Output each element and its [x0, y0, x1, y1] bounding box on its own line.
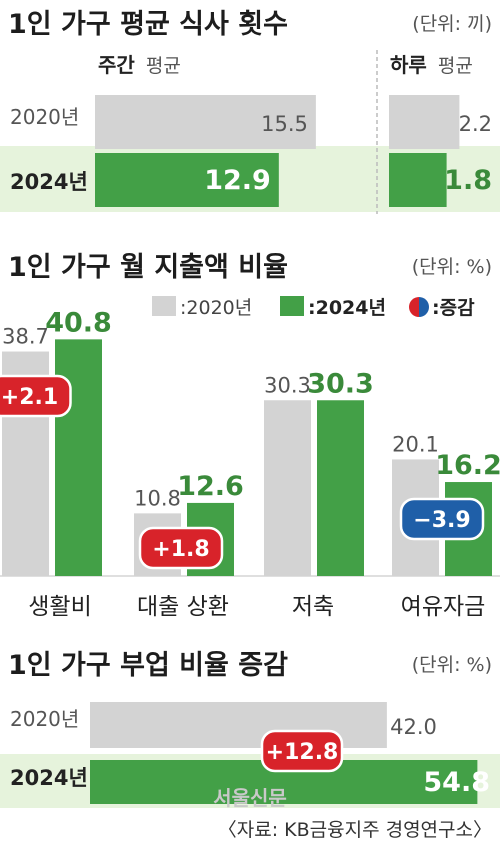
meal-year-2024: 2024년 — [10, 170, 88, 194]
spend-chart-unit: (단위: %) — [412, 256, 492, 278]
spend-category-0: 생활비 — [28, 594, 91, 620]
spend-category-3: 여유자금 — [401, 594, 486, 620]
meal-weekly-header-light: 평균 — [146, 55, 181, 77]
watermark: 서울신문 — [213, 786, 287, 810]
meal-weekly-value-2024: 12.9 — [204, 165, 271, 196]
meal-year-2020: 2020년 — [10, 105, 79, 129]
legend-change-icon — [409, 297, 429, 317]
meal-chart-unit: (단위: 끼) — [412, 13, 492, 35]
legend-swatch-2024 — [280, 296, 304, 316]
spend-category-1: 대출 상환 — [137, 594, 229, 620]
spend-bars — [2, 339, 492, 576]
sidejob-year-2024: 2024년 — [10, 766, 88, 790]
meal-daily-header: 하루 평균 — [390, 53, 473, 77]
legend-label-2024: :2024년 — [308, 297, 386, 319]
meal-daily-header-light: 평균 — [438, 55, 473, 77]
spend-change-value-1: +1.8 — [152, 537, 209, 562]
meal-weekly-header-bold: 주간 — [98, 53, 135, 77]
sidejob-change-badge-bg — [260, 729, 344, 773]
spend-change-badge-0 — [0, 374, 72, 418]
legend-swatch-2020 — [152, 296, 176, 316]
legend-label-2020: :2020년 — [180, 297, 252, 319]
spend-value-2024-2: 30.3 — [307, 368, 374, 399]
meal-daily-header-bold: 하루 — [390, 53, 427, 77]
spend-value-2020-1: 10.8 — [134, 486, 181, 510]
meal-chart-title: 1인 가구 평균 식사 횟수 — [8, 9, 288, 40]
source-note: 〈자료: KB금융지주 경영연구소〉 — [218, 819, 492, 841]
sidejob-value-2024: 54.8 — [423, 767, 490, 798]
sidejob-value-2020: 42.0 — [390, 715, 437, 739]
sidejob-change-value: +12.8 — [266, 740, 339, 765]
meal-weekly-value-2020: 15.5 — [261, 112, 308, 136]
spend-value-2020-0: 38.7 — [2, 325, 49, 349]
spend-change-value-3: −3.9 — [413, 508, 470, 533]
sidejob-chart-unit: (단위: %) — [412, 654, 492, 676]
sidejob-year-2020: 2020년 — [10, 707, 79, 731]
spend-value-2020-2: 30.3 — [264, 373, 311, 397]
spend-bar-2024-2 — [317, 400, 364, 576]
sidejob-change-badge: +12.8 — [260, 729, 344, 773]
meal-weekly-bar-2024 — [95, 153, 279, 207]
spend-change-value-0: +2.1 — [1, 385, 58, 410]
spend-value-2024-1: 12.6 — [177, 471, 244, 502]
spend-change-badges: +2.1 +1.8 −3.9 — [0, 374, 485, 570]
meal-daily-bar-2024 — [389, 153, 447, 207]
spend-value-2020-3: 20.1 — [392, 432, 439, 456]
meal-weekly-header: 주간 평균 — [98, 53, 181, 77]
meal-daily-value-2024: 1.8 — [444, 165, 492, 196]
meal-daily-bar-2020 — [389, 95, 460, 149]
spend-value-2024-0: 40.8 — [45, 307, 112, 338]
spend-bar-2020-2 — [264, 400, 311, 576]
spend-value-2024-3: 16.2 — [435, 450, 500, 481]
meal-weekly-bar-2020 — [95, 95, 316, 149]
legend-label-change: :증감 — [432, 297, 475, 319]
spend-change-badge-3 — [399, 497, 485, 541]
sidejob-chart-title: 1인 가구 부업 비율 증감 — [8, 650, 288, 681]
meal-daily-value-2020: 2.2 — [459, 112, 492, 136]
spend-value-labels: 38.740.8 10.812.6 30.330.3 20.116.2 — [2, 307, 500, 510]
spend-chart-title: 1인 가구 월 지출액 비율 — [8, 252, 288, 283]
spend-change-badge-1 — [138, 526, 224, 570]
spend-bar-2024-0 — [55, 339, 102, 576]
spend-category-2: 저축 — [292, 594, 334, 620]
